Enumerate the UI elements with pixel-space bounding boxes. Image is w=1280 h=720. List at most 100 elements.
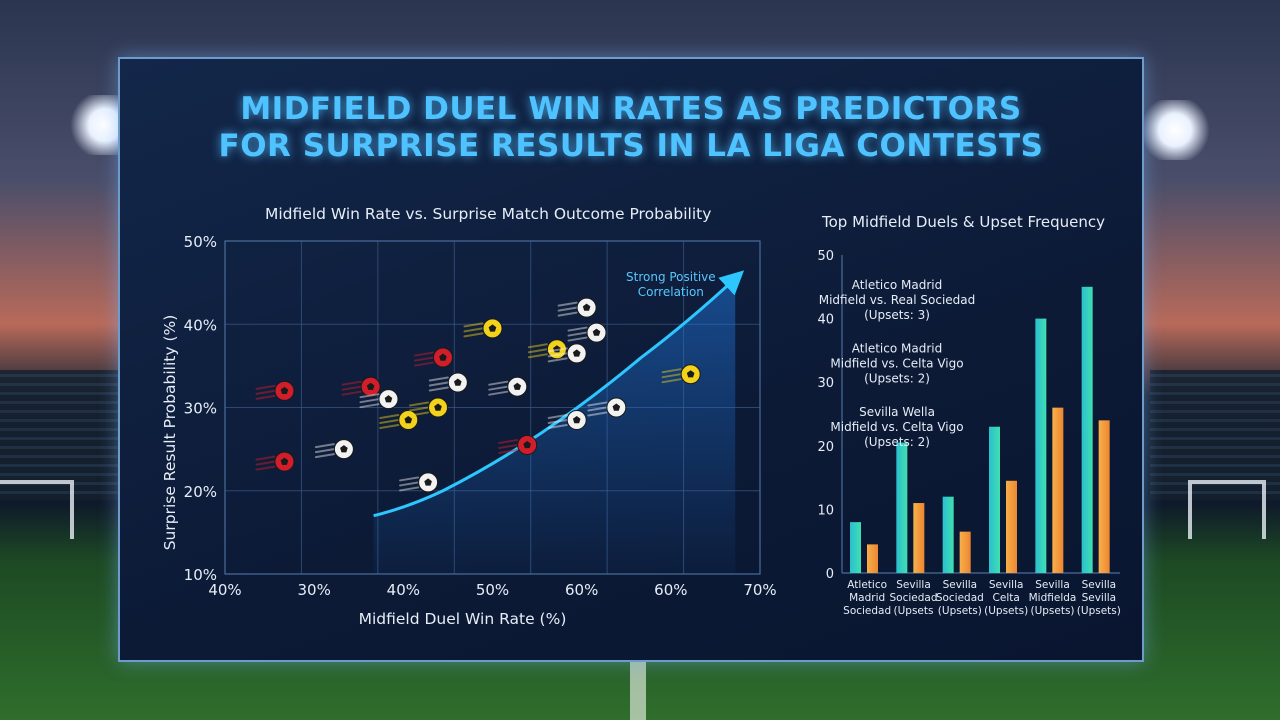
bar-category-label: Madrid <box>849 592 885 604</box>
ball-motion-streak <box>399 476 420 482</box>
y-axis-label: Surprise Result Probability (%) <box>161 315 179 551</box>
ball-patch <box>439 353 447 361</box>
ball-patch <box>612 403 621 411</box>
ball-motion-streak <box>498 448 519 454</box>
x-tick-label: 50% <box>476 581 509 599</box>
ball-motion-streak <box>314 453 335 459</box>
ball-motion-streak <box>547 423 568 429</box>
ball-motion-streak <box>409 406 430 412</box>
ball-motion-streak <box>314 443 335 449</box>
ball-motion-streak <box>428 376 449 382</box>
ball-motion-streak <box>547 352 568 358</box>
bar-teal <box>942 496 954 573</box>
ball-patch <box>582 303 591 311</box>
bar-category-label: (Upsets) <box>1077 605 1121 617</box>
scatter-point-ball <box>498 434 538 455</box>
bar-annotation-line: (Upsets: 3) <box>864 308 930 322</box>
trend-annotation: Strong Positive <box>626 270 716 284</box>
ball-motion-streak <box>255 460 276 466</box>
ball-motion-streak <box>567 331 588 337</box>
ball-patch <box>280 457 289 465</box>
ball-motion-streak <box>587 406 608 412</box>
ball-patch <box>280 386 289 395</box>
scatter-point-ball <box>557 297 597 318</box>
ball-patch <box>434 403 442 411</box>
bar-orange <box>913 503 925 573</box>
scatter-point-ball <box>314 439 354 460</box>
bar-category-label: Sociedad <box>889 592 937 604</box>
bar-annotation-line: (Upsets: 2) <box>864 435 930 449</box>
bar-y-tick-label: 50 <box>817 249 834 264</box>
ball-motion-streak <box>359 393 380 399</box>
bar-annotation-line: Midfield vs. Real Sociedad <box>819 293 976 307</box>
scatter-point-ball <box>379 409 419 430</box>
bar-category-label: Celta <box>993 592 1020 604</box>
ball-patch <box>553 345 561 353</box>
ball-patch <box>454 378 462 386</box>
main-title-line-2: FOR SURPRISE RESULTS IN LA LIGA CONTESTS <box>218 128 1044 164</box>
main-title-line-1: MIDFIELD DUEL WIN RATES AS PREDICTORS <box>240 91 1022 127</box>
ball-motion-streak <box>379 423 400 429</box>
scatter-point-ball <box>413 347 453 368</box>
bar-category-label: Sevilla <box>1035 579 1070 591</box>
ball-motion-streak <box>661 373 682 379</box>
scatter-point-ball <box>661 364 701 385</box>
scatter-point-ball <box>428 372 468 393</box>
bar-teal <box>896 442 908 573</box>
bar-annotation-line: Atletico Madrid <box>852 341 942 355</box>
ball-motion-streak <box>527 348 548 354</box>
bar-orange <box>1098 420 1110 573</box>
stadium-stand-right <box>1150 370 1280 500</box>
ball-motion-streak <box>255 465 276 471</box>
bar-annotation-line: Sevilla Wella <box>859 405 935 419</box>
ball-motion-streak <box>547 418 568 424</box>
bar-orange <box>1052 407 1064 573</box>
bar-y-tick-label: 40 <box>817 313 834 328</box>
ball-motion-streak <box>255 394 276 400</box>
ball-motion-streak <box>409 401 430 407</box>
scatter-point-ball <box>255 380 295 401</box>
ball-motion-streak <box>587 401 608 407</box>
ball-motion-streak <box>498 438 519 444</box>
bar-annotation-line: Midfield vs. Celta Vigo <box>830 420 963 434</box>
bar-orange <box>1006 480 1017 573</box>
scatter-point-ball <box>488 376 528 397</box>
scatter-point-ball <box>359 389 399 410</box>
ball-motion-streak <box>557 311 578 317</box>
scatter-point-ball <box>567 322 607 343</box>
ball-motion-streak <box>498 443 519 449</box>
bar-category-label: Atletico <box>847 579 887 591</box>
bar-teal <box>1035 318 1047 573</box>
ball-motion-streak <box>314 448 335 454</box>
ball-patch <box>366 382 375 390</box>
bar-y-tick-label: 10 <box>817 503 834 518</box>
ball-motion-streak <box>463 332 484 338</box>
main-title: MIDFIELD DUEL WIN RATES AS PREDICTORS FO… <box>120 91 1142 165</box>
ball-patch <box>572 349 581 357</box>
ball-motion-streak <box>567 336 588 342</box>
trend-line-arrow <box>373 270 745 518</box>
x-tick-label: 30% <box>297 581 330 599</box>
bar-category-label: Sevilla <box>896 579 931 591</box>
ball-motion-streak <box>255 384 276 390</box>
ball-motion-streak <box>341 380 362 386</box>
bar-y-tick-label: 20 <box>817 440 834 455</box>
bar-y-tick-label: 30 <box>817 376 834 391</box>
ball-motion-streak <box>488 385 509 391</box>
bar-category-label: Sevilla <box>1082 579 1117 591</box>
ball-motion-streak <box>341 390 362 396</box>
ball-motion-streak <box>399 481 420 487</box>
ball-patch <box>404 415 413 424</box>
scatter-point-ball <box>399 472 439 493</box>
bar-teal <box>989 426 1000 573</box>
bar-y-tick-label: 0 <box>826 567 834 582</box>
ball-motion-streak <box>527 353 548 359</box>
bar-category-label: Sociedad <box>843 605 891 617</box>
ball-motion-streak <box>359 403 380 409</box>
bar-category-label: (Upsets) <box>984 605 1028 617</box>
ball-motion-streak <box>428 386 449 392</box>
ball-motion-streak <box>547 413 568 419</box>
bar-title: Top Midfield Duels & Upset Frequency <box>822 213 1106 231</box>
scatter-title: Midfield Win Rate vs. Surprise Match Out… <box>265 205 712 223</box>
ball-motion-streak <box>413 361 434 367</box>
